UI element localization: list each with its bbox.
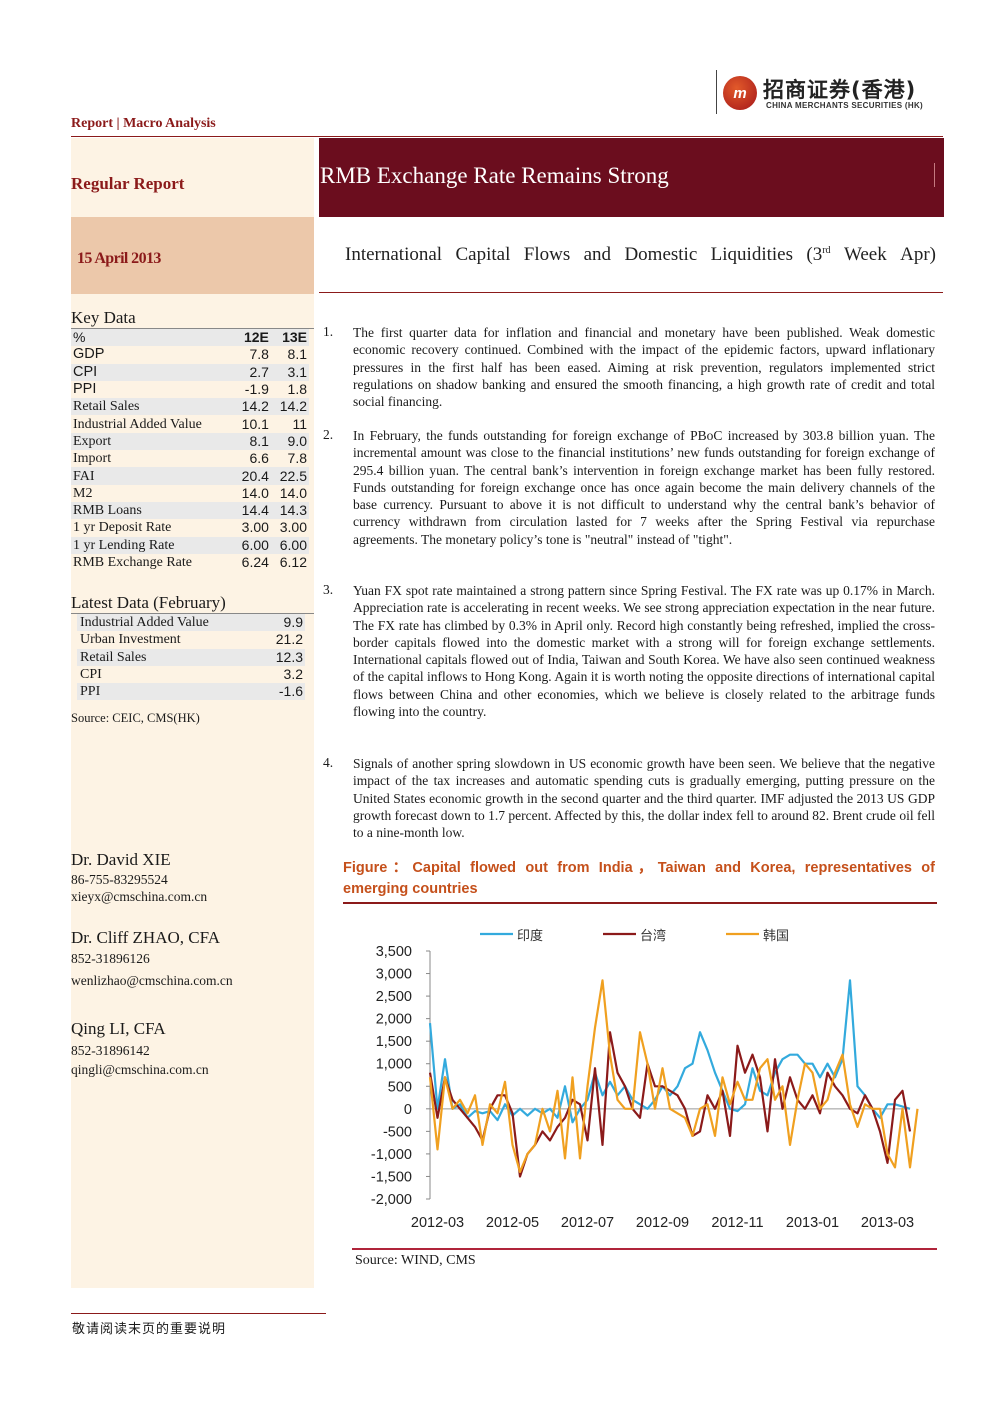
footer-divider	[71, 1313, 326, 1314]
author-phone: 852-31896126	[71, 951, 150, 966]
legend-label: 韩国	[763, 929, 789, 944]
chart-axis: 3,500 3,000 2,500 2,000 1,500 1,000 500 0 -500 -1…	[371, 944, 914, 1231]
table-row: Urban Investment 21.2	[80, 631, 303, 648]
chart-legend: 印度 台湾 韩国	[480, 928, 789, 944]
author-email[interactable]: xieyx@cmschina.com.cn	[71, 889, 208, 904]
y-tick-label: 1,000	[376, 1057, 412, 1073]
paragraph-text: In February, the funds outstanding for f…	[353, 428, 935, 547]
paragraph-number: 1.	[323, 324, 334, 339]
column-header: %	[71, 329, 233, 347]
y-tick-label: 500	[388, 1079, 412, 1095]
table-row: CPI 2.7 3.1	[71, 363, 309, 381]
legend-label: 印度	[517, 928, 543, 944]
title-banner-tick	[934, 163, 935, 187]
table-row: Export 8.1 9.0	[71, 432, 309, 451]
date-box	[71, 217, 314, 294]
column-header: 12E	[232, 329, 271, 347]
latest-data-table: Industrial Added Value 9.9 Urban Investme…	[77, 614, 305, 701]
figure-divider	[343, 902, 937, 904]
y-tick-label: 3,500	[376, 944, 412, 960]
x-tick-label: 2013-01	[786, 1215, 839, 1231]
report-subtitle: International Capital Flows and Domestic…	[345, 244, 936, 265]
y-tick-label: 1,500	[376, 1034, 412, 1050]
author-phone: 852-31896142	[71, 1043, 150, 1058]
series-line-1	[428, 1031, 912, 1178]
table-row: FAI 20.4 22.5	[71, 467, 309, 485]
chart-lines	[428, 979, 919, 1178]
x-tick-label: 2012-03	[411, 1215, 464, 1231]
y-tick-label: -500	[383, 1124, 412, 1140]
table-row: M2 14.0 14.0	[73, 484, 307, 501]
table-row: 1 yr Lending Rate 6.00 6.00	[71, 536, 309, 554]
report-type-label: Report | Macro Analysis	[71, 116, 216, 131]
y-tick-label: 2,500	[376, 989, 412, 1005]
table-row: Industrial Added Value 10.1 11	[73, 415, 307, 432]
legend-label: 台湾	[640, 928, 666, 944]
latest-data-title: Latest Data (February)	[71, 593, 226, 612]
x-tick-label: 2012-09	[636, 1215, 689, 1231]
table-row: Retail Sales 14.2 14.2	[71, 398, 309, 416]
column-header: 13E	[270, 329, 309, 347]
table-row: Retail Sales 12.3	[77, 648, 305, 666]
author-name: Dr. David XIE	[71, 850, 171, 869]
company-name-chinese: 招商证券(香港)	[763, 78, 917, 102]
figure-bottom-divider	[352, 1248, 937, 1250]
table-row: RMB Exchange Rate 6.24 6.12	[73, 554, 307, 570]
table-row: PPI -1.6	[77, 683, 305, 701]
header-divider	[71, 136, 943, 137]
table-row: PPI -1.9 1.8	[73, 381, 307, 398]
y-tick-label: -2,000	[371, 1192, 412, 1208]
table-row: Import 6.6 7.8	[73, 450, 307, 467]
author-email[interactable]: wenlizhao@cmschina.com.cn	[71, 973, 233, 988]
table-header-row: % 12E 13E	[71, 329, 309, 347]
capital-flow-chart: 印度 台湾 韩国 3,500 3,000 2,500 2,000 1,500 1,000 500…	[371, 928, 919, 1231]
table-row: GDP 7.8 8.1	[73, 346, 307, 363]
author-name: Qing LI, CFA	[71, 1019, 166, 1038]
author-name: Dr. Cliff ZHAO, CFA	[71, 928, 221, 947]
paragraph-text: Signals of another spring slowdown in US…	[353, 756, 935, 841]
sidebar-source: Source: CEIC, CMS(HK)	[71, 711, 200, 725]
regular-report-label: Regular Report	[71, 174, 185, 193]
report-title: RMB Exchange Rate Remains Strong	[320, 163, 669, 188]
report-date: 15 April 2013	[77, 250, 161, 267]
subtitle-divider	[319, 292, 943, 293]
author-email[interactable]: qingli@cmschina.com.cn	[71, 1062, 209, 1077]
table-row: 1 yr Deposit Rate 3.00 3.00	[73, 519, 307, 536]
y-tick-label: 2,000	[376, 1012, 412, 1028]
series-line-2	[428, 979, 919, 1173]
figure-title: Figure：Capital flowed out from India，Tai…	[343, 860, 935, 897]
y-tick-label: 3,000	[376, 967, 412, 983]
key-data-title: Key Data	[71, 308, 136, 327]
logo-divider	[716, 70, 717, 114]
paragraph: 2. In February, the funds outstanding fo…	[320, 427, 935, 548]
key-data-divider	[71, 328, 314, 329]
paragraph-number: 3.	[323, 582, 334, 597]
table-row: Industrial Added Value 9.9	[77, 614, 305, 632]
title-banner	[319, 138, 944, 217]
paragraph-text: Yuan FX spot rate maintained a strong pa…	[353, 583, 935, 720]
footer-disclaimer: 敬请阅读末页的重要说明	[72, 1322, 227, 1337]
latest-data-divider	[71, 613, 314, 614]
paragraph: 4. Signals of another spring slowdown in…	[320, 755, 935, 841]
paragraph-text: The first quarter data for inflation and…	[353, 325, 935, 410]
y-tick-label: -1,000	[371, 1147, 412, 1163]
x-tick-label: 2012-05	[486, 1215, 539, 1231]
table-row: RMB Loans 14.4 14.3	[71, 501, 309, 520]
table-row: CPI 3.2	[80, 666, 303, 683]
paragraph-number: 2.	[323, 427, 334, 442]
paragraph: 3. Yuan FX spot rate maintained a strong…	[320, 582, 935, 720]
key-data-table: % 12E 13E GDP 7.8 8.1 CPI 2.7 3.1 PPI -1.9 1.8…	[71, 329, 309, 571]
paragraph: 1. The first quarter data for inflation …	[320, 324, 935, 410]
x-tick-label: 2012-07	[561, 1215, 614, 1231]
company-name-english: CHINA MERCHANTS SECURITIES (HK)	[766, 101, 924, 110]
x-tick-label: 2013-03	[861, 1215, 914, 1231]
company-logo-icon: m	[723, 76, 757, 110]
x-tick-label: 2012-11	[711, 1215, 763, 1231]
y-tick-label: -1,500	[371, 1169, 412, 1185]
figure-source: Source: WIND, CMS	[355, 1253, 476, 1268]
paragraph-number: 4.	[323, 755, 334, 770]
y-tick-label: 0	[404, 1102, 412, 1118]
series-line-0	[428, 979, 911, 1124]
author-phone: 86-755-83295524	[71, 872, 168, 887]
